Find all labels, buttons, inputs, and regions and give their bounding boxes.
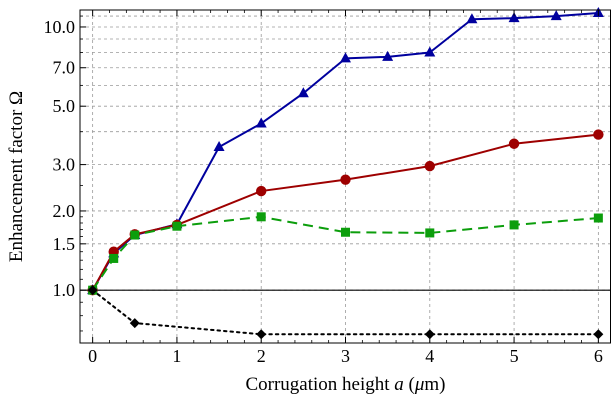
circle-marker [508, 138, 520, 149]
series-line-diamond [91, 289, 600, 336]
square-marker [172, 221, 182, 231]
x-tick-label: 1 [172, 346, 181, 366]
circle-marker [340, 174, 351, 185]
triangle-marker [382, 50, 394, 61]
x-axis-title-main: Corrugation height [245, 374, 394, 395]
triangle-marker [466, 13, 478, 24]
x-axis-title: Corrugation height a (μm) [245, 374, 445, 395]
y-tick-label: 10.0 [44, 17, 76, 37]
triangle-marker [213, 140, 225, 151]
y-tick-label: 2.0 [53, 201, 76, 221]
x-tick-label: 5 [510, 346, 519, 366]
diamond-marker [593, 329, 604, 340]
diamond-marker [424, 329, 435, 340]
diamond-marker [87, 285, 98, 296]
grid [80, 10, 611, 343]
circle-marker [593, 129, 604, 140]
triangle-marker [255, 117, 267, 128]
triangle-marker [297, 87, 309, 98]
triangle-marker [508, 12, 520, 23]
series-square [88, 212, 603, 295]
circle-marker [424, 160, 435, 172]
x-axis-title-unit-rest: m) [424, 374, 445, 395]
x-tick-label: 4 [425, 346, 434, 366]
square-marker [425, 228, 435, 238]
series-diamond [87, 285, 604, 340]
axis-ticks [80, 10, 599, 343]
x-tick-label: 6 [594, 346, 603, 366]
x-tick-label: 0 [88, 346, 97, 366]
circle-marker [256, 185, 267, 197]
square-marker [593, 213, 603, 223]
square-marker [109, 253, 119, 263]
triangle-marker [340, 52, 351, 63]
square-marker [509, 220, 519, 230]
x-tick-label: 2 [257, 346, 266, 366]
x-tick-label: 3 [341, 346, 350, 366]
x-axis-title-variable: a [394, 374, 404, 395]
diamond-marker [256, 329, 267, 340]
x-axis-title-unit-open: ( [404, 374, 415, 395]
triangle-marker [424, 46, 436, 57]
square-marker [341, 227, 350, 237]
axis-tick-labels: 0 1 2 3 4 5 6 1.0 1.5 2.0 3.0 5.0 7.0 10.0 [44, 17, 603, 366]
x-axis-title-unit-mu: μ [414, 374, 425, 395]
y-tick-label: 5.0 [53, 96, 76, 116]
square-marker [130, 230, 140, 240]
y-tick-label: 1.0 [53, 280, 76, 300]
y-tick-label: 7.0 [53, 58, 76, 78]
triangle-marker [550, 10, 562, 21]
series-group [87, 6, 604, 340]
diamond-marker [129, 318, 140, 329]
y-axis-title: Enhancement factor Ω [6, 91, 27, 262]
y-tick-label: 3.0 [53, 155, 76, 175]
y-tick-label: 1.5 [53, 234, 76, 254]
square-marker [256, 212, 266, 222]
